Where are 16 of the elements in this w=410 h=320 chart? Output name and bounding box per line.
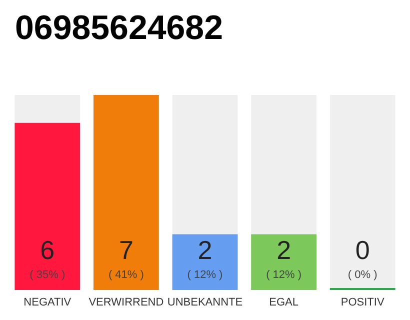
chart-title: 06985624682: [15, 9, 224, 47]
data-label: 0: [355, 235, 370, 265]
x-tick-label: UNBEKANNTE: [167, 296, 243, 308]
data-label: 2: [198, 235, 212, 265]
annotation: ( 0% ): [348, 269, 378, 281]
annotation: ( 41% ): [108, 269, 144, 281]
x-tick-label: EGAL: [269, 296, 298, 308]
data-label: 7: [118, 235, 134, 265]
x-tick-label: POSITIV: [340, 296, 385, 308]
x-tick-label: VERWIRREND: [88, 296, 164, 308]
x-tick-label: NEGATIV: [24, 296, 72, 308]
data-label: 6: [40, 235, 55, 265]
annotation: ( 35% ): [30, 269, 66, 281]
annotation: ( 12% ): [187, 269, 223, 281]
annotation: ( 12% ): [266, 269, 302, 281]
data-label: 2: [276, 235, 292, 265]
